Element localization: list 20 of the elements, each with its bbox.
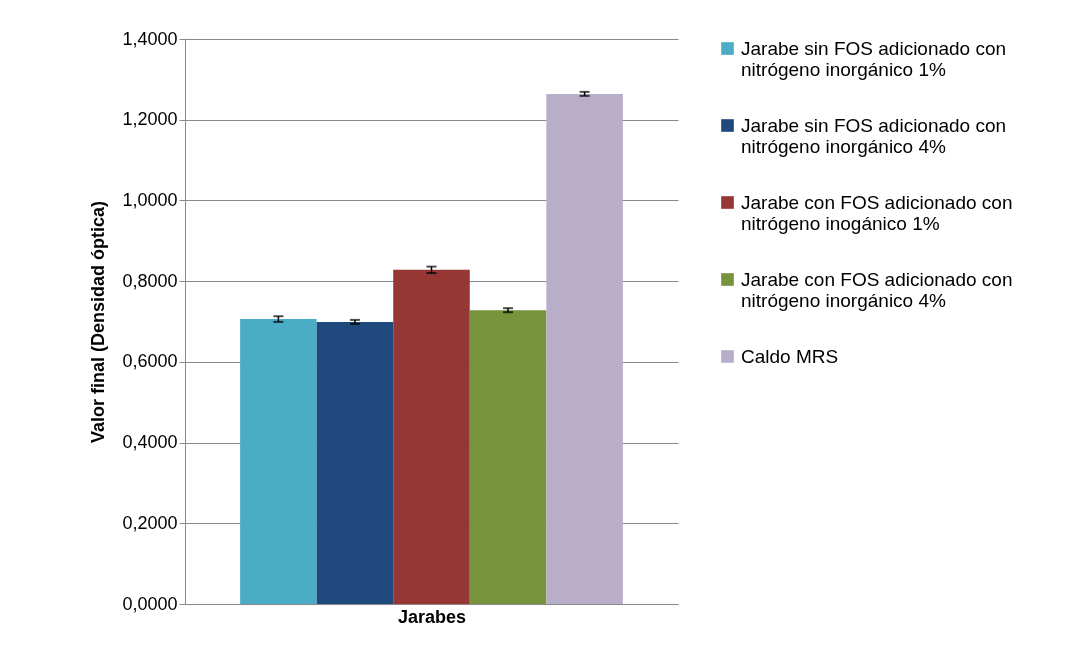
y-tick-label: 1,4000 [122,28,178,49]
y-tick-label: 0,4000 [122,432,178,453]
x-axis-title: Jarabes [397,606,467,627]
y-tick-label: 0,6000 [122,351,178,372]
y-tick-label: 0,8000 [122,270,178,291]
legend-label: Jarabe sin FOS adicionado con nitrógeno inorgánico 4% [741,114,1007,157]
legend-label: Caldo MRS [741,345,839,367]
bar [469,310,547,604]
y-tick-label: 1,2000 [122,109,178,130]
y-tick-label: 0,0000 [122,593,178,614]
legend-label: Jarabe con FOS adicionado con nitrógeno inogánico 1% [741,191,1013,234]
bar [240,319,317,604]
legend-label: Jarabe con FOS adicionado con nitrógeno inorgánico 4% [741,268,1013,311]
legend-label: Jarabe sin FOS adicionado con nitrógeno inorgánico 1% [741,37,1007,80]
bar [393,269,470,604]
y-axis-title: Valor final (Densidad óptica) [88,200,109,444]
y-tick-label: 1,0000 [122,189,178,210]
bar [546,93,623,604]
y-tick-label: 0,2000 [122,512,178,533]
bar [316,321,394,604]
